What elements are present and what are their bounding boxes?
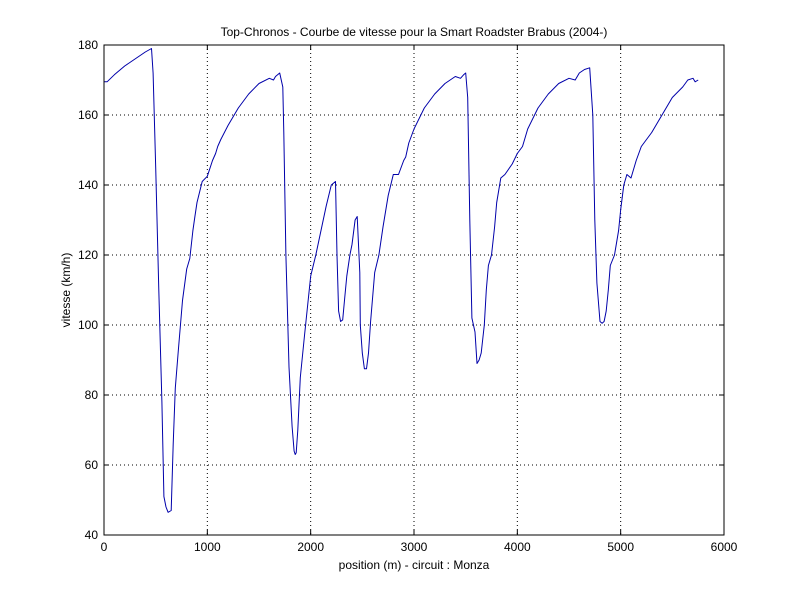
- y-tick-label: 40: [85, 528, 99, 542]
- speed-series-line: [104, 48, 699, 513]
- y-tick-label: 180: [78, 38, 98, 52]
- x-tick-label: 5000: [607, 540, 634, 554]
- y-tick-label: 160: [78, 108, 98, 122]
- series-layer: [104, 48, 699, 513]
- y-axis-label: vitesse (km/h): [59, 253, 73, 328]
- chart-title: Top-Chronos - Courbe de vitesse pour la …: [221, 25, 608, 39]
- grid: [104, 45, 724, 535]
- x-tick-label: 1000: [194, 540, 221, 554]
- y-tick-label: 100: [78, 318, 98, 332]
- x-tick-label: 3000: [401, 540, 428, 554]
- y-tick-label: 140: [78, 178, 98, 192]
- x-tick-label: 0: [101, 540, 108, 554]
- ticks: 0 1000 2000 3000 4000 5000 6000 40 60 80 100 120 140…: [78, 38, 738, 554]
- x-tick-label: 6000: [711, 540, 738, 554]
- x-tick-label: 2000: [297, 540, 324, 554]
- x-axis-label: position (m) - circuit : Monza: [339, 558, 490, 572]
- y-tick-label: 80: [85, 388, 99, 402]
- y-tick-label: 60: [85, 458, 99, 472]
- y-tick-label: 120: [78, 248, 98, 262]
- x-tick-label: 4000: [504, 540, 531, 554]
